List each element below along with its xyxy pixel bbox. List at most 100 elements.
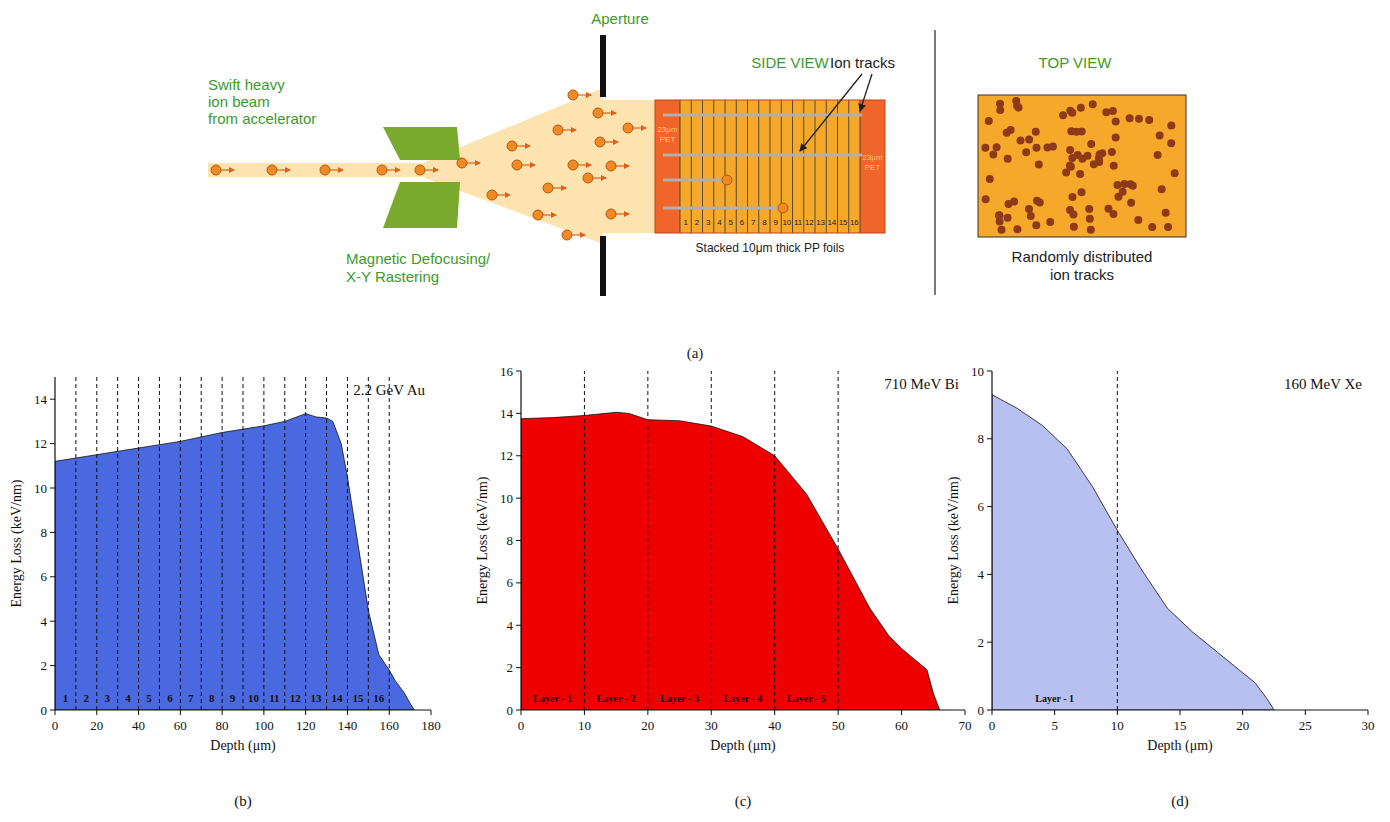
- particle-arrow: [497, 194, 510, 195]
- layer-boundary: [647, 371, 648, 710]
- layer-label: 12: [290, 692, 302, 704]
- particle: [320, 165, 330, 175]
- layer-boundary: [711, 371, 712, 710]
- x-tick-label: 140: [338, 718, 358, 733]
- layer-label: Layer - 1: [533, 693, 572, 704]
- track-dot: [1087, 226, 1095, 234]
- track-dot: [1102, 108, 1110, 116]
- layer-boundary: [138, 377, 139, 710]
- particle-arrow: [578, 94, 591, 95]
- pet-label: 23μm: [657, 125, 678, 134]
- y-axis-title: Energy Loss (keV/nm): [9, 479, 25, 607]
- y-tick-label: 8: [978, 431, 985, 446]
- layer-label: 14: [332, 692, 344, 704]
- particle-arrow: [221, 169, 234, 170]
- particle-arrow: [563, 129, 576, 130]
- layer-boundary: [347, 377, 348, 710]
- layer-label: 15: [352, 692, 364, 704]
- track-dot: [985, 117, 993, 125]
- label: TOP VIEW: [1039, 54, 1113, 71]
- layer-boundary: [117, 377, 118, 710]
- y-tick: [516, 498, 521, 499]
- x-tick-label: 5: [1051, 718, 1058, 733]
- y-tick-label: 0: [41, 703, 48, 718]
- track-dot: [1046, 218, 1054, 226]
- y-tick: [50, 621, 55, 622]
- particle-arrow: [616, 213, 629, 214]
- particle-arrow: [543, 214, 556, 215]
- y-tick-label: 4: [41, 614, 48, 629]
- track-dot: [1076, 170, 1084, 178]
- track-dot: [1069, 210, 1077, 218]
- y-tick-label: 16: [500, 364, 514, 379]
- particle: [267, 165, 277, 175]
- layer-label: 6: [167, 692, 173, 704]
- track-dot: [1004, 155, 1012, 163]
- y-tick-label: 10: [500, 491, 513, 506]
- x-tick: [431, 710, 432, 715]
- foil-number: 4: [717, 218, 722, 227]
- x-axis: [521, 709, 965, 710]
- layer-boundary: [284, 377, 285, 710]
- panel-label: (a): [687, 345, 704, 362]
- pet-label: 23μm: [862, 153, 883, 162]
- x-tick-label: 0: [989, 718, 996, 733]
- y-tick: [516, 625, 521, 626]
- annotation: 160 MeV Xe: [1284, 376, 1362, 392]
- layer-label: 11: [269, 692, 279, 704]
- foil-number: 1: [683, 218, 688, 227]
- layer-boundary: [774, 371, 775, 710]
- track-dot: [1025, 135, 1033, 143]
- particle: [487, 190, 497, 200]
- track-dot: [995, 212, 1003, 220]
- x-tick: [389, 710, 390, 715]
- y-axis: [991, 371, 992, 710]
- magnet: [383, 127, 460, 160]
- track-dot: [1162, 209, 1170, 217]
- layer-boundary: [368, 377, 369, 710]
- particle: [377, 165, 387, 175]
- y-tick-label: 4: [507, 618, 514, 633]
- annotation: 710 MeV Bi: [884, 376, 959, 392]
- x-tick: [992, 710, 993, 715]
- particle: [562, 230, 572, 240]
- particle-arrow: [572, 234, 585, 235]
- y-tick-label: 8: [41, 525, 48, 540]
- foil-number: 16: [850, 218, 859, 227]
- x-tick-label: 50: [832, 718, 845, 733]
- y-tick: [516, 540, 521, 541]
- y-tick: [987, 506, 992, 507]
- particle-arrow: [467, 162, 480, 163]
- track-dot: [1043, 143, 1051, 151]
- x-tick-label: 180: [421, 718, 441, 733]
- pet-label: PET: [660, 135, 676, 144]
- y-tick: [50, 532, 55, 533]
- x-tick: [180, 710, 181, 715]
- x-tick: [305, 710, 306, 715]
- foil-border: [848, 100, 849, 233]
- foil-number: 5: [728, 218, 733, 227]
- track-dot: [1127, 199, 1135, 207]
- track-dot: [1110, 162, 1118, 170]
- foil-border: [792, 100, 793, 233]
- track-dot: [1072, 128, 1080, 136]
- layer-label: Layer - 1: [1035, 693, 1074, 704]
- track-dot: [1066, 146, 1074, 154]
- layer-boundary: [180, 377, 181, 710]
- particle-arrow: [603, 112, 616, 113]
- area: [55, 414, 414, 710]
- y-tick-label: 14: [500, 406, 514, 421]
- particle-arrow: [578, 164, 591, 165]
- x-tick-label: 40: [768, 718, 781, 733]
- x-tick-label: 0: [52, 718, 59, 733]
- x-tick-label: 20: [641, 718, 654, 733]
- track-dot: [1145, 116, 1153, 124]
- y-tick-label: 2: [978, 635, 985, 650]
- foil-border: [725, 100, 726, 233]
- track-dot: [1032, 128, 1040, 136]
- track-dot: [1154, 151, 1162, 159]
- track-dot: [982, 195, 990, 203]
- track-dot: [1035, 160, 1043, 168]
- layer-label: 16: [373, 692, 385, 704]
- particle-arrow: [522, 164, 535, 165]
